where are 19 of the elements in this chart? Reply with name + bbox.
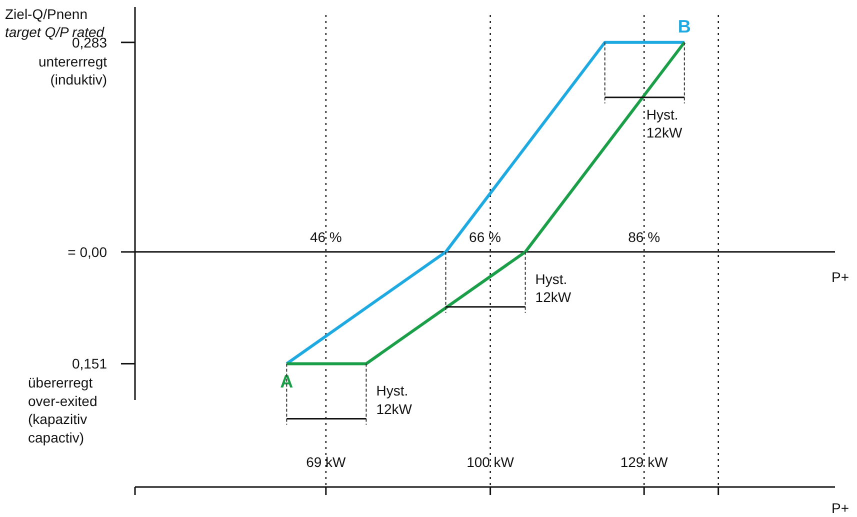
x-tick-label: 69 kW: [306, 454, 347, 470]
x-tick-label: 129 kW: [620, 454, 669, 470]
x2-tick-label: 46 %: [310, 228, 342, 245]
x2-tick-label: 86 %: [628, 228, 660, 245]
annotation: A: [280, 372, 294, 392]
y-tick-label: = 0,00: [68, 244, 108, 260]
annotation: Hyst. 12kW: [376, 382, 413, 417]
text: übererregt over-exited (kapazitiv capactiv): [28, 374, 98, 446]
y-tick-label: 0,151: [72, 356, 108, 372]
x2-tick-label: 66 %: [469, 228, 501, 245]
text: P+: [831, 500, 849, 516]
dimension-bracket: Hyst. 12kW: [445, 251, 572, 314]
dimension-bracket: Hyst. 12kW: [604, 42, 685, 141]
x-tick-label: 100 kW: [466, 454, 515, 470]
annotation: B: [678, 16, 691, 36]
annotation: Hyst. 12kW: [646, 106, 683, 141]
x-axis-title: P+: [831, 268, 849, 285]
annotation: Hyst. 12kW: [535, 270, 572, 306]
text: untererregt (induktiv): [38, 53, 108, 88]
